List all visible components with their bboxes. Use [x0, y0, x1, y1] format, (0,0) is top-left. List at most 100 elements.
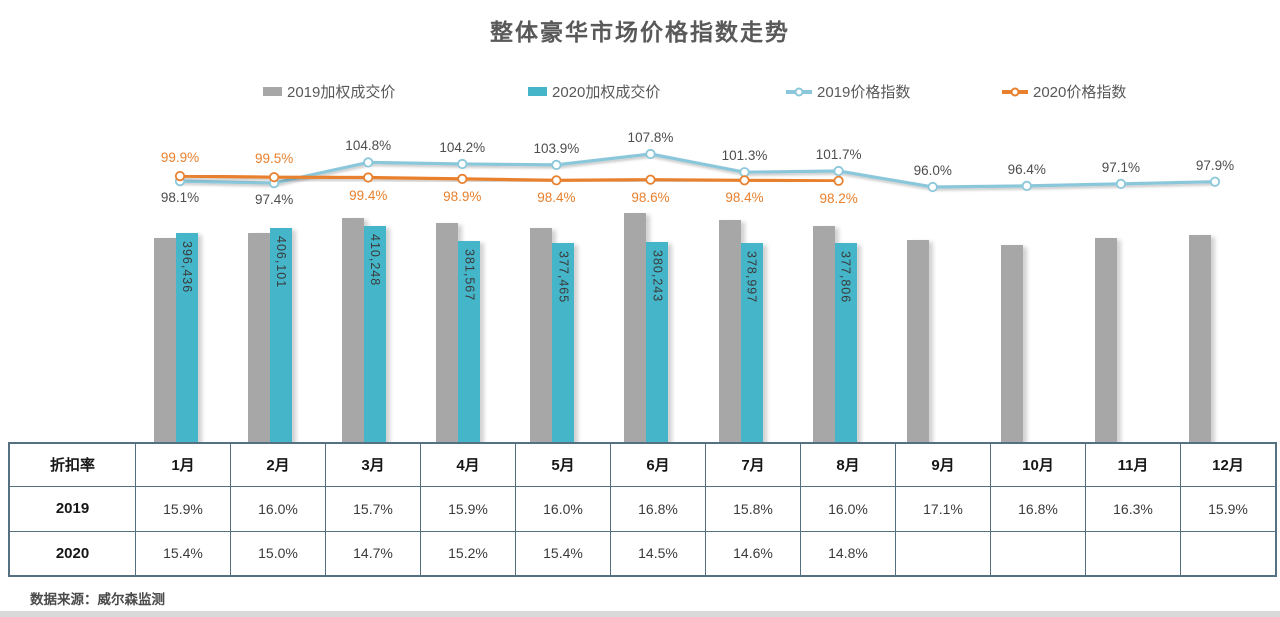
table-cell — [895, 530, 991, 577]
bar-2019 — [1000, 245, 1023, 445]
table-cell: 16.8% — [610, 485, 706, 532]
bar-value-label: 406,101 — [270, 236, 292, 288]
bar-2020 — [176, 233, 199, 445]
table-month-header: 7月 — [705, 442, 801, 487]
table-month-header: 1月 — [135, 442, 231, 487]
index-label-2019: 97.4% — [254, 192, 294, 208]
chart-title: 整体豪华市场价格指数走势 — [490, 19, 790, 45]
index-label-2019: 101.3% — [721, 148, 768, 164]
table-month-header: 11月 — [1085, 442, 1181, 487]
legend-label-2019-line: 2019价格指数 — [817, 84, 911, 101]
table-cell: 17.1% — [895, 485, 991, 532]
bar-2019 — [530, 228, 553, 445]
chart-legend: 2019加权成交价 2020加权成交价 2019价格指数 2020价格指数 — [0, 81, 1280, 103]
index-label-2019: 97.9% — [1195, 157, 1235, 173]
bar-2020 — [458, 241, 481, 445]
table-header-row: 折扣率 1月 2月 3月 4月 5月 6月 7月 8月 9月 10月 11月 12月 — [8, 442, 1277, 487]
line-point-2019 — [457, 158, 468, 170]
bar-value-label: 378,997 — [741, 251, 763, 303]
bar-2019 — [718, 220, 741, 445]
table-cell: 14.5% — [610, 530, 706, 577]
table-cell: 16.0% — [230, 485, 326, 532]
table-cell: 16.0% — [800, 485, 896, 532]
table-cell: 15.9% — [420, 485, 516, 532]
table-row-label: 2019 — [8, 485, 136, 532]
line-point-2020 — [174, 171, 186, 182]
bottom-strip — [0, 611, 1280, 617]
index-lines-layer — [174, 148, 1221, 193]
bar-2020 — [740, 242, 763, 445]
table-cell: 15.4% — [515, 530, 611, 577]
index-label-2020: 99.4% — [349, 187, 388, 203]
bar-value-label: 377,806 — [835, 251, 857, 303]
index-label-2020: 98.4% — [725, 190, 764, 206]
price-index-combo-chart: 396,436 406,101 410,248 381,567 377,465 380,2… — [154, 130, 1235, 445]
bar-2019 — [906, 240, 929, 445]
line-point-2020 — [268, 172, 280, 183]
line-point-2019 — [833, 165, 844, 177]
index-label-2020: 98.6% — [631, 189, 670, 205]
legend-item-2020-bar: 2020加权成交价 — [528, 81, 660, 102]
data-source-note: 数据来源：威尔森监测 — [30, 592, 165, 607]
bar-2019 — [624, 213, 647, 445]
table-cell: 16.3% — [1085, 485, 1181, 532]
line-point-2020 — [739, 175, 750, 186]
line-point-2019 — [1115, 178, 1127, 189]
bar-value-text: 410,248 — [368, 233, 383, 287]
bar-value-label: 380,243 — [646, 250, 668, 302]
bar-2020 — [364, 225, 387, 445]
line-point-2019 — [739, 167, 750, 178]
bar-value-text: 381,567 — [462, 249, 477, 302]
bar-2020 — [270, 228, 293, 445]
table-month-header: 8月 — [800, 442, 896, 487]
legend-label-2019-bar: 2019加权成交价 — [287, 84, 396, 101]
index-label-2020: 98.2% — [819, 190, 858, 206]
line-point-2019 — [645, 148, 656, 160]
line-point-2019 — [551, 159, 562, 170]
bar-value-label: 377,465 — [552, 251, 574, 303]
bar-2019 — [812, 226, 835, 445]
table-cell: 16.8% — [990, 485, 1086, 532]
bar-2019 — [1094, 238, 1117, 445]
index-label-2019: 107.8% — [627, 130, 674, 145]
index-label-2019: 98.1% — [160, 190, 200, 206]
bar-2019 — [342, 218, 365, 445]
bar-value-text: 377,465 — [556, 251, 571, 304]
table-cell: 15.2% — [420, 530, 516, 577]
index-label-2020: 99.5% — [254, 151, 294, 167]
line-point-2020 — [551, 175, 562, 186]
line-point-2019 — [363, 157, 374, 168]
line-point-2019 — [1209, 176, 1221, 187]
table-month-header: 4月 — [420, 442, 516, 487]
table-cell: 14.7% — [325, 530, 421, 577]
index-line-2020 — [178, 174, 841, 183]
table-cell — [1180, 530, 1277, 577]
table-cell: 15.7% — [325, 485, 421, 532]
bar-2020 — [646, 241, 669, 445]
table-month-header: 6月 — [610, 442, 706, 487]
index-label-2020: 99.9% — [160, 150, 200, 166]
table-month-header: 3月 — [325, 442, 421, 487]
table-cell: 14.8% — [800, 530, 896, 577]
legend-swatch-2020-bar-icon — [528, 87, 547, 96]
bar-2019 — [154, 238, 177, 445]
index-label-2020: 98.9% — [443, 188, 482, 204]
bar-value-label: 410,248 — [364, 234, 386, 286]
index-label-2019: 96.0% — [913, 163, 952, 178]
table-cell: 15.9% — [135, 485, 231, 532]
legend-swatch-2020-line-icon — [1002, 87, 1028, 96]
table-cell: 15.8% — [705, 485, 801, 532]
index-label-2019: 97.1% — [1101, 159, 1141, 175]
bar-value-text: 396,436 — [180, 241, 195, 294]
bar-2020 — [834, 243, 857, 445]
table-month-header: 5月 — [515, 442, 611, 487]
table-cell: 14.6% — [705, 530, 801, 577]
bar-value-text: 378,997 — [744, 250, 759, 303]
bar-value-label: 396,436 — [176, 241, 198, 293]
legend-item-2019-bar: 2019加权成交价 — [263, 81, 395, 102]
index-label-2019: 101.7% — [815, 147, 862, 162]
legend-item-2020-line: 2020价格指数 — [1002, 81, 1126, 102]
table-month-header: 2月 — [230, 442, 326, 487]
legend-item-2019-line: 2019价格指数 — [786, 81, 910, 102]
index-label-2019: 104.8% — [345, 138, 392, 154]
